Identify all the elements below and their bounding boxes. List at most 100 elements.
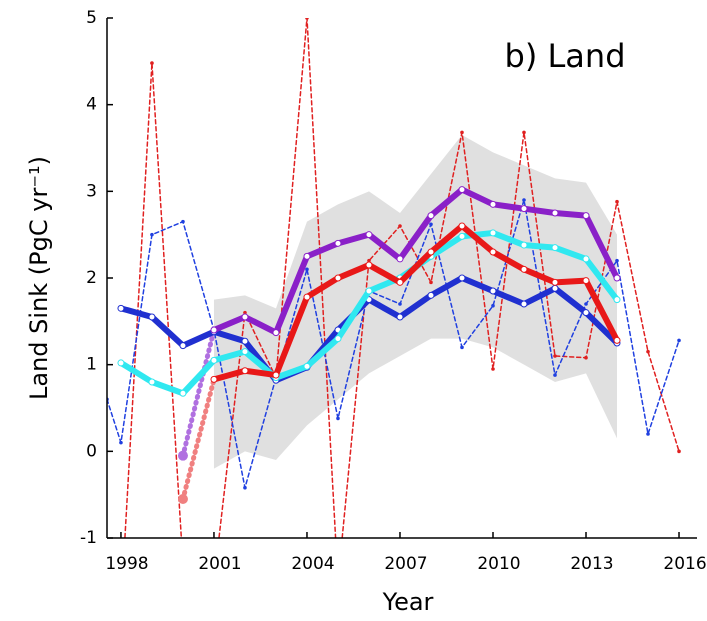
data-point — [336, 580, 340, 584]
data-point — [584, 355, 588, 360]
data-point — [365, 287, 373, 295]
data-point — [241, 367, 249, 375]
data-point — [520, 300, 528, 308]
data-point — [303, 293, 311, 301]
data-point — [582, 255, 590, 263]
data-point — [179, 342, 187, 350]
y-tick-label: 3 — [86, 181, 97, 201]
data-point — [336, 416, 340, 421]
data-point — [520, 205, 528, 213]
data-point — [303, 252, 311, 260]
y-tick-label: 2 — [86, 268, 97, 288]
data-point — [489, 200, 497, 208]
data-point — [582, 309, 590, 317]
data-point — [427, 248, 435, 256]
y-axis-label: Land Sink (PgC yr⁻¹) — [25, 156, 53, 400]
data-point — [396, 313, 404, 321]
y-tick-label: 5 — [86, 8, 97, 28]
y-tick-label: 4 — [86, 95, 97, 115]
series-line — [180, 327, 217, 459]
data-point — [427, 291, 435, 299]
data-point — [646, 349, 650, 354]
data-point — [396, 255, 404, 263]
data-point — [305, 267, 309, 272]
data-point — [584, 302, 588, 306]
annotation: b) Land — [505, 37, 626, 75]
data-point — [119, 440, 123, 445]
data-point — [241, 348, 249, 356]
series-line — [210, 223, 621, 383]
data-point — [117, 304, 125, 312]
data-point — [553, 354, 557, 358]
data-point — [181, 219, 185, 224]
data-point — [210, 375, 218, 383]
data-point — [181, 562, 185, 566]
plot-area — [107, 18, 681, 610]
x-tick-label: 2013 — [570, 554, 613, 574]
data-point — [429, 280, 433, 285]
data-point — [582, 277, 590, 285]
x-tick-label: 2010 — [477, 554, 520, 574]
data-point — [150, 232, 154, 237]
data-point — [398, 302, 402, 306]
data-point — [365, 231, 373, 239]
y-tick-label: -1 — [80, 528, 97, 548]
data-point — [489, 248, 497, 256]
data-point — [210, 356, 218, 364]
axes: -1 0 1 2 3 4 5 1998 2001 2004 2007 2010 2013 2016 — [80, 8, 707, 574]
data-point — [615, 258, 619, 263]
data-point — [427, 212, 435, 220]
data-point — [305, 18, 309, 20]
data-point — [241, 313, 249, 321]
data-point — [272, 371, 280, 379]
data-point — [460, 345, 464, 350]
data-point — [212, 580, 216, 584]
data-point — [148, 313, 156, 321]
y-tick-label: 1 — [86, 355, 97, 375]
x-tick-label: 2004 — [291, 554, 334, 574]
data-point — [179, 389, 187, 397]
data-point — [520, 265, 528, 273]
data-point — [551, 278, 559, 286]
data-point — [210, 326, 218, 334]
uncertainty-band — [213, 135, 618, 469]
data-point — [522, 198, 526, 202]
data-point — [303, 362, 311, 370]
x-axis-label: Year — [382, 588, 434, 616]
data-point — [367, 258, 371, 263]
data-point — [551, 209, 559, 217]
data-point — [148, 378, 156, 386]
data-point — [677, 449, 681, 454]
data-point — [677, 338, 681, 343]
data-point — [489, 287, 497, 295]
data-point — [613, 336, 621, 344]
data-point — [613, 296, 621, 304]
series-line — [210, 186, 621, 336]
x-tick-label: 2007 — [384, 554, 427, 574]
data-point — [458, 232, 466, 240]
data-point — [582, 212, 590, 220]
data-point — [429, 222, 433, 227]
data-point — [520, 241, 528, 249]
data-point — [398, 224, 402, 228]
data-point — [458, 274, 466, 282]
data-point — [553, 373, 557, 377]
data-point — [646, 432, 650, 436]
data-point — [334, 274, 342, 282]
series-line — [180, 376, 217, 502]
data-point — [551, 244, 559, 252]
data-point — [613, 274, 621, 282]
data-point — [489, 229, 497, 237]
data-point — [119, 606, 123, 610]
data-point — [243, 310, 247, 315]
data-point — [177, 450, 188, 461]
x-tick-label: 1998 — [105, 554, 148, 574]
data-point — [272, 329, 280, 337]
data-point — [491, 367, 495, 371]
data-point — [396, 278, 404, 286]
x-tick-label: 2016 — [663, 554, 706, 574]
data-point — [522, 130, 526, 135]
data-point — [117, 359, 125, 367]
data-point — [460, 130, 464, 135]
